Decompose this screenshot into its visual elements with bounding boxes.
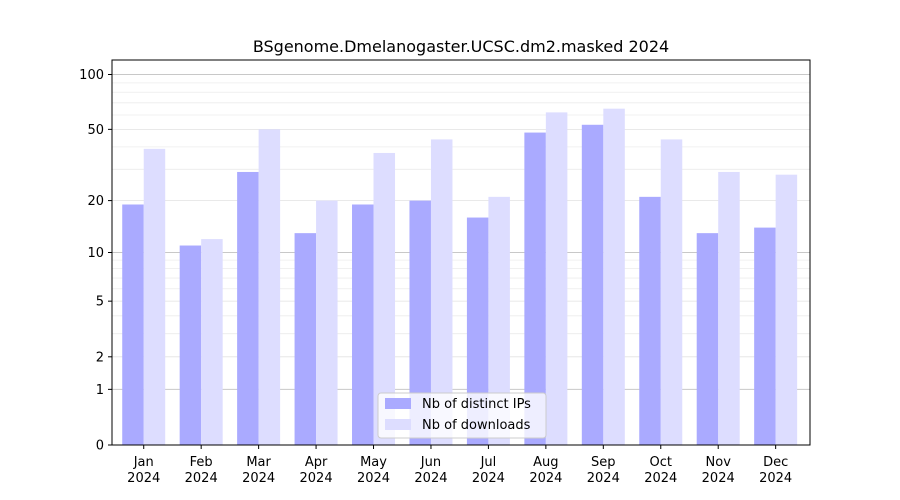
bar-downloads bbox=[143, 148, 166, 445]
bar-distinct-ips bbox=[466, 217, 489, 445]
y-tick-label: 50 bbox=[87, 123, 104, 138]
bar-downloads bbox=[316, 200, 338, 445]
x-tick-label-month: Nov bbox=[706, 455, 732, 470]
legend-label-downloads: Nb of downloads bbox=[422, 418, 531, 433]
x-tick-label-year: 2024 bbox=[357, 471, 390, 486]
bar-distinct-ips bbox=[122, 204, 144, 445]
y-axis: 0 1 2 5 10 20 50 100 bbox=[79, 68, 112, 454]
bar-distinct-ips bbox=[754, 227, 776, 445]
legend-swatch-distinct-ips bbox=[385, 398, 411, 409]
bars bbox=[122, 108, 798, 446]
x-tick-label-year: 2024 bbox=[300, 471, 333, 486]
x-tick-label-month: Jan bbox=[133, 455, 154, 470]
bar-distinct-ips bbox=[237, 171, 259, 445]
x-tick-label-month: Mar bbox=[246, 455, 271, 470]
bar-downloads bbox=[603, 108, 625, 445]
bar-distinct-ips bbox=[294, 233, 317, 445]
x-tick-label-year: 2024 bbox=[702, 471, 735, 486]
x-tick-label-month: Sep bbox=[591, 455, 616, 470]
x-tick-label-month: Oct bbox=[650, 455, 672, 470]
x-tick-label-year: 2024 bbox=[587, 471, 620, 486]
x-tick-label-year: 2024 bbox=[472, 471, 505, 486]
bar-downloads bbox=[775, 174, 798, 446]
bar-downloads bbox=[718, 171, 740, 445]
y-tick-label: 5 bbox=[96, 295, 104, 310]
bar-distinct-ips bbox=[352, 204, 374, 445]
bar-downloads bbox=[660, 139, 683, 445]
x-tick-label-year: 2024 bbox=[127, 471, 160, 486]
y-tick-label: 10 bbox=[87, 246, 104, 261]
bar-distinct-ips bbox=[639, 196, 661, 445]
bar-downloads bbox=[430, 139, 453, 445]
bar-distinct-ips bbox=[581, 124, 604, 445]
x-tick-label-month: Jul bbox=[480, 455, 497, 470]
x-tick-label-year: 2024 bbox=[414, 471, 447, 486]
x-tick-label-month: Apr bbox=[305, 455, 328, 470]
legend: Nb of distinct IPs Nb of downloads bbox=[377, 392, 547, 439]
x-tick-label-year: 2024 bbox=[185, 471, 218, 486]
x-tick-label-month: May bbox=[360, 455, 387, 470]
bar-distinct-ips bbox=[179, 245, 202, 445]
y-tick-label: 2 bbox=[96, 350, 104, 365]
chart-title: BSgenome.Dmelanogaster.UCSC.dm2.masked 2… bbox=[253, 37, 669, 56]
legend-swatch-downloads bbox=[385, 419, 411, 430]
bar-downloads bbox=[201, 239, 223, 445]
bar-downloads bbox=[488, 196, 510, 445]
y-tick-label: 0 bbox=[96, 439, 104, 454]
x-tick-label-year: 2024 bbox=[242, 471, 275, 486]
x-tick-label-month: Dec bbox=[763, 455, 788, 470]
x-tick-label-year: 2024 bbox=[529, 471, 562, 486]
y-tick-label: 1 bbox=[96, 383, 104, 398]
bar-distinct-ips bbox=[696, 233, 719, 445]
x-tick-label-month: Aug bbox=[533, 455, 558, 470]
bar-distinct-ips bbox=[409, 200, 431, 445]
x-tick-label-month: Jun bbox=[420, 455, 441, 470]
x-tick-label-year: 2024 bbox=[644, 471, 677, 486]
bar-distinct-ips bbox=[524, 132, 546, 446]
legend-label-distinct-ips: Nb of distinct IPs bbox=[422, 397, 531, 412]
minor-gridlines bbox=[112, 82, 810, 335]
x-axis: Jan2024Feb2024Mar2024Apr2024May2024Jun20… bbox=[127, 445, 792, 486]
x-tick-label-year: 2024 bbox=[759, 471, 792, 486]
y-tick-label: 100 bbox=[79, 68, 104, 83]
legend-box bbox=[377, 392, 547, 439]
y-tick-label: 20 bbox=[87, 194, 104, 209]
bar-downloads bbox=[373, 152, 396, 445]
major-gridlines bbox=[112, 74, 810, 390]
bar-downloads bbox=[545, 112, 568, 446]
x-tick-label-month: Feb bbox=[190, 455, 213, 470]
bar-downloads bbox=[258, 129, 281, 445]
